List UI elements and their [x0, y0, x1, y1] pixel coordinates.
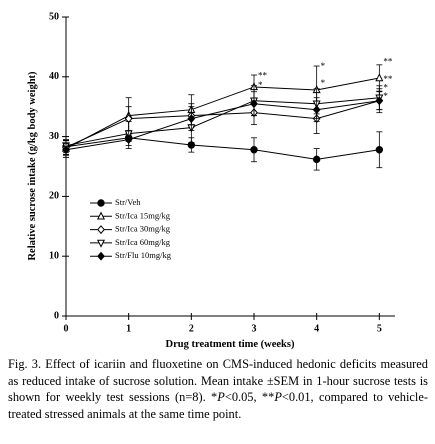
data-point — [312, 105, 321, 115]
y-axis-title: Relative sucrose intake (g/kg body weigh… — [27, 71, 38, 261]
y-tick-label: 20 — [49, 191, 59, 202]
caption-text: Fig. 3. Effect of icariin and fluoxetine… — [8, 357, 428, 404]
y-tick-label: 0 — [54, 310, 59, 321]
data-point — [312, 155, 321, 164]
legend-marker — [97, 199, 105, 207]
legend-label: Str/Ica 60mg/kg — [115, 237, 171, 247]
series-line — [65, 77, 380, 150]
caption-text: P — [217, 390, 225, 404]
significance-marker: * — [258, 80, 263, 90]
series-line — [65, 137, 380, 160]
x-tick-label: 4 — [314, 323, 319, 334]
data-point — [250, 146, 258, 154]
caption-text: <0.01, compared to vehicle-treated stres… — [8, 390, 429, 421]
x-tick-label: 5 — [377, 323, 382, 334]
significance-marker: * — [383, 91, 388, 101]
x-tick-label: 1 — [126, 323, 131, 334]
y-tick-label: 30 — [49, 131, 59, 142]
caption-text: P — [274, 390, 282, 404]
series-line — [65, 97, 380, 147]
caption-text: <0.05, ** — [224, 390, 275, 404]
data-point — [250, 99, 258, 109]
series-line — [65, 100, 380, 151]
x-tick-label: 0 — [64, 323, 69, 334]
x-tick-label: 2 — [189, 323, 194, 334]
significance-marker: ** — [258, 71, 268, 81]
data-point — [375, 73, 384, 82]
data-point — [124, 135, 133, 145]
data-point — [375, 96, 384, 106]
legend-marker — [97, 225, 105, 235]
data-point — [375, 146, 384, 154]
y-tick-label: 40 — [49, 71, 59, 82]
y-tick-label: 10 — [49, 250, 59, 261]
significance-marker: * — [383, 83, 388, 93]
chart: Drug treatment time (weeks) Relative suc… — [27, 11, 395, 350]
data-point — [62, 145, 70, 155]
significance-marker: * — [321, 78, 326, 88]
data-point — [187, 114, 196, 124]
legend-label: Str/Flu 10mg/kg — [115, 250, 172, 260]
legend-label: Str/Veh — [115, 197, 141, 207]
significance-marker: ** — [383, 56, 393, 66]
legend-label: Str/Ica 15mg/kg — [115, 210, 171, 220]
legend-label: Str/Ica 30mg/kg — [115, 224, 171, 234]
y-tick-label: 50 — [49, 11, 59, 22]
x-axis-title: Drug treatment time (weeks) — [166, 339, 295, 350]
caption: Fig. 3. Effect of icariin and fluoxetine… — [8, 356, 428, 422]
legend-marker — [96, 239, 106, 248]
significance-marker: * — [321, 61, 326, 71]
significance-marker: ** — [383, 74, 393, 84]
x-tick-label: 3 — [252, 323, 257, 334]
legend-marker — [97, 251, 105, 261]
legend-marker — [96, 211, 106, 220]
